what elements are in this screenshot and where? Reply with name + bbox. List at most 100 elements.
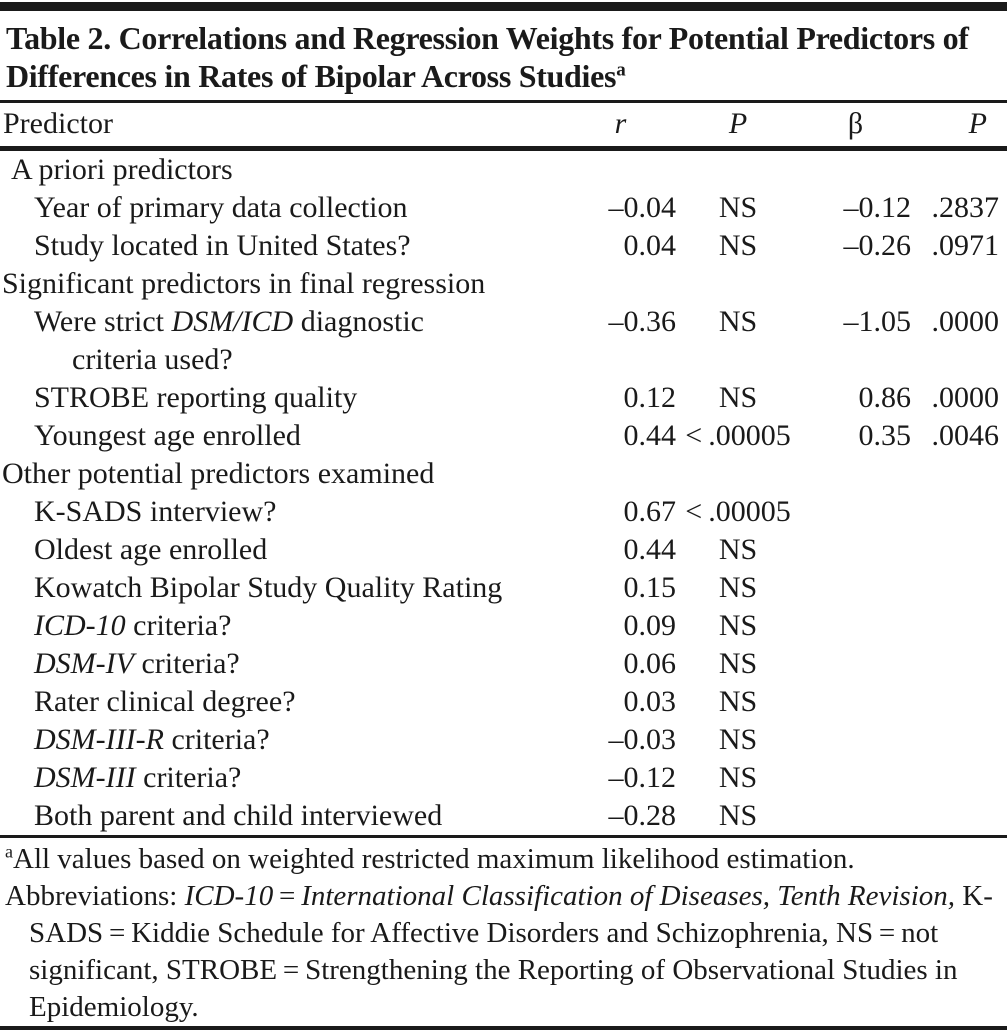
predictor-label: Study located in United States? [34, 227, 565, 265]
cell-beta: –0.12 [843, 191, 912, 224]
label-segment: diagnostic [293, 305, 424, 338]
table-row: Kowatch Bipolar Study Quality Rating 0.15… [0, 569, 1007, 607]
predictor-label: Both parent and child interviewed [34, 797, 565, 835]
table-row: K-SADS interview? 0.67 < .00005 [0, 493, 1007, 531]
label-segment: Oldest age enrolled [34, 533, 268, 566]
table-row: DSM-III-R criteria? –0.03 NS [0, 721, 1007, 759]
cell-r: 0.12 [623, 381, 677, 414]
cell-p1: < .00005 [685, 495, 791, 528]
cell-r: –0.03 [608, 723, 677, 756]
label-segment: Abbreviations: [5, 880, 185, 912]
table-row: Study located in United States? 0.04 NS –0.… [0, 227, 1007, 265]
bottom-rule [0, 1026, 1007, 1030]
column-header-beta: β [847, 107, 864, 140]
group-header-row: A priori predictors [0, 151, 1007, 189]
cell-predictor: Were strict DSM/ICD diagnostic criteria u… [0, 303, 565, 379]
table-row: STROBE reporting quality 0.12 NS 0.86 .0000 [0, 379, 1007, 417]
predictor-label: Kowatch Bipolar Study Quality Rating [34, 569, 565, 607]
cell-p1: NS [718, 229, 758, 262]
column-header-p1: P [728, 107, 748, 140]
label-segment: Significant predictors in final regressi… [2, 267, 486, 300]
cell-predictor: K-SADS interview? [0, 493, 565, 531]
cell-p1: NS [718, 647, 758, 680]
table-row: DSM-IV criteria? 0.06 NS [0, 645, 1007, 683]
cell-p1: < .00005 [685, 419, 791, 452]
label-segment: K-SADS = Kiddie Schedule for Affective D… [29, 880, 993, 1023]
label-segment: STROBE reporting quality [34, 381, 358, 414]
cell-r: 0.03 [623, 685, 677, 718]
cell-beta: –0.26 [843, 229, 912, 262]
table-row: Were strict DSM/ICD diagnostic criteria u… [0, 303, 1007, 379]
label-segment: Rater clinical degree? [34, 685, 296, 718]
table-body: A priori predictors Year of primary data … [0, 151, 1007, 835]
label-segment: = [273, 880, 302, 912]
cell-predictor: ICD-10 criteria? [0, 607, 565, 645]
label-segment: criteria? [135, 761, 242, 794]
label-segment: Both parent and child interviewed [34, 799, 443, 832]
cell-r: 0.06 [623, 647, 677, 680]
cell-predictor: Significant predictors in final regressi… [0, 265, 565, 303]
predictor-label: Youngest age enrolled [34, 417, 565, 455]
table-row: Youngest age enrolled 0.44 < .00005 0.35 .00… [0, 417, 1007, 455]
table-row: ICD-10 criteria? 0.09 NS [0, 607, 1007, 645]
predictor-label: ICD-10 criteria? [34, 607, 565, 645]
label-segment-italic: International Classification of Diseases… [301, 880, 956, 912]
table-row: Both parent and child interviewed –0.28 NS [0, 797, 1007, 835]
table-title: Table 2. Correlations and Regression Wei… [0, 11, 1007, 100]
cell-p2: .0000 [931, 381, 1000, 414]
title-divider-rule [0, 100, 1007, 103]
header-divider-rule [0, 146, 1007, 151]
label-segment-italic: ICD-10 [184, 880, 274, 912]
cell-predictor: Both parent and child interviewed [0, 797, 565, 835]
footnotes: aAll values based on weighted restricted… [0, 838, 1007, 1026]
cell-predictor: Rater clinical degree? [0, 683, 565, 721]
cell-p2: .0000 [931, 305, 1000, 338]
group-header-row: Significant predictors in final regressi… [0, 265, 1007, 303]
cell-p1: NS [718, 761, 758, 794]
cell-r: 0.09 [623, 609, 677, 642]
cell-r: 0.67 [623, 495, 677, 528]
cell-p2: .2837 [931, 191, 1000, 224]
cell-r: 0.15 [623, 571, 677, 604]
predictor-label: K-SADS interview? [34, 493, 565, 531]
predictor-label: Were strict DSM/ICD diagnostic [34, 303, 565, 341]
label-segment: Kowatch Bipolar Study Quality Rating [34, 571, 503, 604]
column-header-predictor: Predictor [3, 107, 113, 140]
label-segment: All values based on weighted restricted … [13, 843, 855, 875]
group-header-row: Other potential predictors examined [0, 455, 1007, 493]
cell-p2: .0971 [931, 229, 1000, 262]
label-segment: Study located in United States? [34, 229, 411, 262]
label-segment: Were strict [34, 305, 172, 338]
cell-r: –0.28 [608, 799, 677, 832]
cell-p1: NS [718, 685, 758, 718]
cell-beta: 0.35 [858, 419, 912, 452]
cell-r: –0.12 [608, 761, 677, 794]
cell-predictor: DSM-III criteria? [0, 759, 565, 797]
cell-p1: NS [718, 381, 758, 414]
cell-predictor: A priori predictors [0, 151, 565, 189]
predictor-label: DSM-III criteria? [34, 759, 565, 797]
cell-beta: 0.86 [858, 381, 912, 414]
table-row: DSM-III criteria? –0.12 NS [0, 759, 1007, 797]
label-segment-italic: DSM-III-R [34, 723, 164, 756]
footnote-divider-rule [0, 835, 1007, 838]
cell-p1: NS [718, 571, 758, 604]
cell-predictor: Year of primary data collection [0, 189, 565, 227]
table-title-footnote-marker: a [616, 59, 626, 81]
cell-predictor: Study located in United States? [0, 227, 565, 265]
cell-r: –0.04 [608, 191, 677, 224]
label-segment-italic: DSM-III [34, 761, 136, 794]
label-segment: Youngest age enrolled [34, 419, 301, 452]
table-row: Year of primary data collection –0.04 NS –0… [0, 189, 1007, 227]
label-segment: criteria? [125, 609, 232, 642]
label-segment: K-SADS interview? [34, 495, 277, 528]
cell-p1: NS [718, 305, 758, 338]
footnote: Abbreviations: ICD-10 = International Cl… [5, 878, 1003, 1026]
table-row: Rater clinical degree? 0.03 NS [0, 683, 1007, 721]
label-segment: A priori predictors [11, 153, 233, 186]
cell-predictor: Youngest age enrolled [0, 417, 565, 455]
cell-predictor: DSM-III-R criteria? [0, 721, 565, 759]
predictor-label: DSM-III-R criteria? [34, 721, 565, 759]
label-segment: criteria? [163, 723, 270, 756]
